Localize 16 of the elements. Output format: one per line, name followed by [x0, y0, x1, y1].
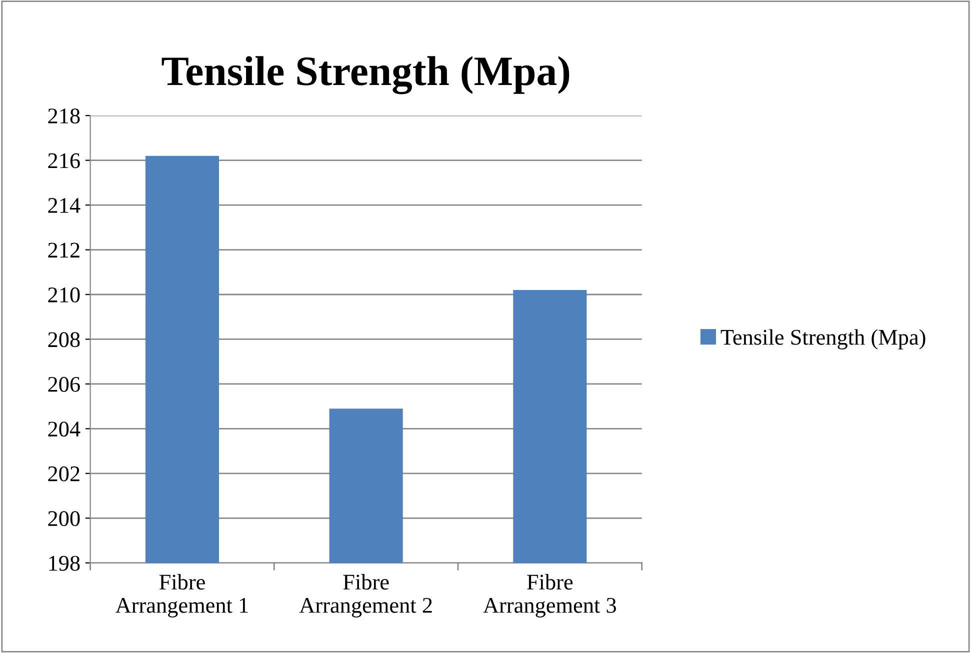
y-tick-label: 204 — [48, 422, 80, 437]
x-tick-label: Fibre Arrangement 3 — [483, 574, 616, 618]
y-tick-label: 208 — [48, 332, 80, 348]
legend-label: Tensile Strength (Mpa) — [720, 329, 926, 350]
y-tick-label: 216 — [48, 153, 80, 168]
y-tick-label: 206 — [48, 376, 80, 392]
x-tick-label: Fibre Arrangement 1 — [115, 574, 248, 618]
y-tick-label: 198 — [49, 556, 80, 571]
y-tick-label: 210 — [48, 287, 80, 302]
y-tick-label: 200 — [48, 511, 80, 526]
y-tick-label: 202 — [48, 466, 80, 482]
x-tick-label: Fibre Arrangement 2 — [299, 574, 432, 618]
y-tick-label: 212 — [48, 242, 80, 258]
y-tick-label: 214 — [48, 198, 80, 213]
chart-title: Tensile Strength (Mpa) — [162, 56, 570, 94]
y-tick-label: 218 — [48, 108, 80, 124]
